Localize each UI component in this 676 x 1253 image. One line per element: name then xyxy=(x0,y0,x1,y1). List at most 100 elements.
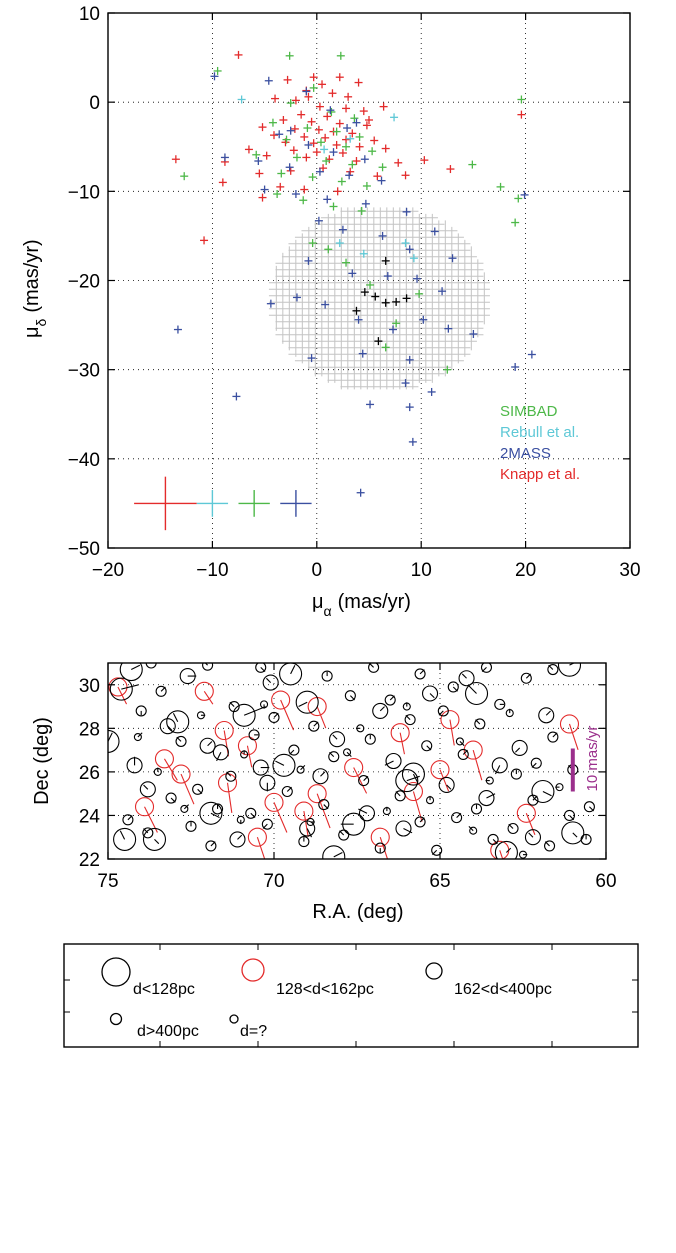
data-point xyxy=(394,158,403,167)
data-point xyxy=(322,157,331,166)
data-point xyxy=(314,216,323,225)
motion-vector xyxy=(468,826,474,832)
data-point xyxy=(276,182,285,191)
legend-marker xyxy=(101,957,131,987)
motion-vector xyxy=(226,782,233,813)
star-circle xyxy=(458,670,475,687)
data-point xyxy=(354,78,363,87)
star-circle xyxy=(438,776,455,794)
motion-vector xyxy=(346,751,352,757)
star-circle xyxy=(470,803,483,815)
data-point xyxy=(255,169,264,178)
motion-vector xyxy=(121,684,139,690)
legend-entry: Knapp et al. xyxy=(500,466,580,483)
data-point xyxy=(297,110,306,119)
star-circle xyxy=(421,685,439,702)
star-marker xyxy=(358,775,370,787)
star-marker xyxy=(259,774,276,792)
data-point xyxy=(302,153,311,162)
star-marker xyxy=(547,731,559,743)
star-marker xyxy=(480,663,493,673)
data-point xyxy=(307,117,316,126)
star-circle xyxy=(240,750,249,759)
y-tick-label: 30 xyxy=(79,676,100,697)
star-circle xyxy=(368,663,380,673)
star-circle xyxy=(296,765,305,774)
data-point xyxy=(392,297,401,306)
data-point xyxy=(408,437,417,446)
star-circle xyxy=(491,757,508,774)
star-circle xyxy=(166,710,190,734)
star-marker xyxy=(133,732,143,742)
data-point xyxy=(361,199,370,208)
motion-vector xyxy=(119,830,126,840)
star-marker xyxy=(268,711,280,723)
y-tick-label: 10 xyxy=(79,4,100,25)
motion-vector xyxy=(207,741,213,747)
star-marker xyxy=(108,677,128,705)
data-point xyxy=(438,287,447,296)
star-circle xyxy=(294,801,314,821)
data-point xyxy=(345,171,354,180)
data-point xyxy=(321,300,330,309)
data-point xyxy=(285,163,294,172)
motion-vector xyxy=(542,790,552,797)
data-point xyxy=(333,187,342,196)
data-point xyxy=(279,116,288,124)
star-marker xyxy=(395,820,413,837)
plot-frame xyxy=(107,662,607,860)
data-point xyxy=(415,289,424,298)
motion-vector xyxy=(449,719,455,746)
motion-vector xyxy=(180,773,195,805)
star-marker xyxy=(494,698,506,710)
legend-label: d<128pc xyxy=(133,981,195,998)
legend-item: d<128pc xyxy=(101,957,195,998)
data-point xyxy=(321,133,330,142)
data-point xyxy=(315,167,324,176)
motion-vector xyxy=(265,677,272,683)
x-tick-label: 60 xyxy=(595,871,616,892)
error-bars xyxy=(134,476,312,531)
star-marker xyxy=(520,672,532,684)
motion-vector xyxy=(183,804,190,810)
data-point xyxy=(356,488,365,497)
star-marker xyxy=(126,756,143,774)
star-marker xyxy=(447,681,459,693)
star-marker xyxy=(153,767,162,776)
data-point xyxy=(269,131,278,140)
star-circle xyxy=(119,663,143,682)
data-point xyxy=(218,178,227,187)
star-marker xyxy=(402,702,411,711)
motion-vector xyxy=(137,732,143,738)
motion-vector xyxy=(303,810,309,837)
star-circle xyxy=(561,821,585,845)
star-circle xyxy=(414,816,426,828)
data-point xyxy=(309,73,318,82)
motion-vector xyxy=(203,691,214,705)
star-marker xyxy=(530,757,542,769)
data-point xyxy=(337,177,346,186)
star-circle xyxy=(384,694,396,706)
star-circle xyxy=(563,809,576,821)
star-marker xyxy=(212,803,224,815)
star-marker xyxy=(516,803,536,835)
x-axis-label: μα (mas/yr) xyxy=(312,591,411,619)
y-tick-label: 24 xyxy=(79,806,101,827)
star-marker xyxy=(414,668,426,680)
star-circle xyxy=(205,840,217,852)
data-point xyxy=(444,324,453,333)
star-circle xyxy=(469,826,478,835)
data-point xyxy=(374,337,383,346)
star-marker xyxy=(318,799,330,811)
star-marker xyxy=(279,663,303,686)
legend-entry: SIMBAD xyxy=(500,403,558,420)
data-point xyxy=(220,153,229,162)
data-point xyxy=(390,113,399,122)
star-circle xyxy=(344,690,356,702)
data-point xyxy=(527,350,536,359)
data-point xyxy=(258,193,267,202)
star-circle xyxy=(194,681,214,701)
star-circle xyxy=(145,663,157,669)
motion-vector xyxy=(379,706,385,712)
